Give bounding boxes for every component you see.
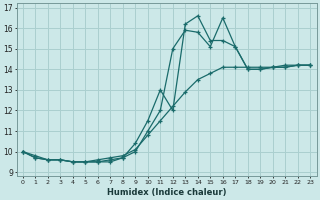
X-axis label: Humidex (Indice chaleur): Humidex (Indice chaleur) [107,188,226,197]
